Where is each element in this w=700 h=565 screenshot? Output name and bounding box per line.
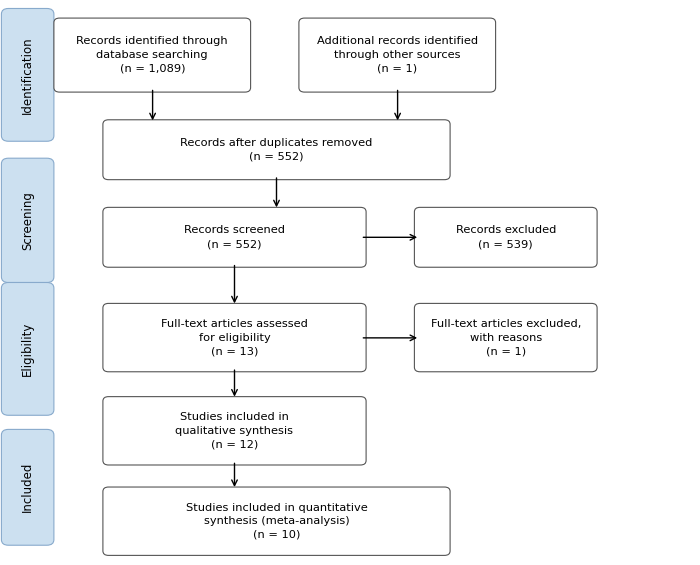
Text: Eligibility: Eligibility <box>21 321 34 376</box>
FancyBboxPatch shape <box>414 303 597 372</box>
FancyBboxPatch shape <box>1 8 54 141</box>
FancyBboxPatch shape <box>103 487 450 555</box>
FancyBboxPatch shape <box>103 303 366 372</box>
FancyBboxPatch shape <box>54 18 251 92</box>
FancyBboxPatch shape <box>103 207 366 267</box>
Text: Full-text articles excluded,
with reasons
(n = 1): Full-text articles excluded, with reason… <box>430 319 581 356</box>
Text: Additional records identified
through other sources
(n = 1): Additional records identified through ot… <box>316 37 478 73</box>
Text: Records identified through
database searching
(n = 1,089): Records identified through database sear… <box>76 37 228 73</box>
Text: Records after duplicates removed
(n = 552): Records after duplicates removed (n = 55… <box>181 138 372 162</box>
Text: Records excluded
(n = 539): Records excluded (n = 539) <box>456 225 556 249</box>
Text: Studies included in
qualitative synthesis
(n = 12): Studies included in qualitative synthesi… <box>176 412 293 449</box>
FancyBboxPatch shape <box>1 282 54 415</box>
Text: Identification: Identification <box>21 36 34 114</box>
Text: Screening: Screening <box>21 191 34 250</box>
Text: Records screened
(n = 552): Records screened (n = 552) <box>184 225 285 249</box>
FancyBboxPatch shape <box>299 18 496 92</box>
FancyBboxPatch shape <box>103 397 366 465</box>
Text: Included: Included <box>21 462 34 512</box>
FancyBboxPatch shape <box>414 207 597 267</box>
Text: Studies included in quantitative
synthesis (meta-analysis)
(n = 10): Studies included in quantitative synthes… <box>186 503 368 540</box>
Text: Full-text articles assessed
for eligibility
(n = 13): Full-text articles assessed for eligibil… <box>161 319 308 356</box>
FancyBboxPatch shape <box>1 158 54 282</box>
FancyBboxPatch shape <box>103 120 450 180</box>
FancyBboxPatch shape <box>1 429 54 545</box>
